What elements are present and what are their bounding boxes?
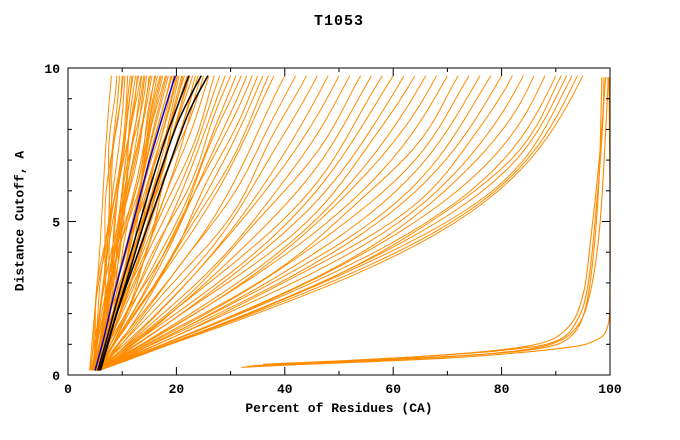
svg-text:100: 100 bbox=[598, 382, 622, 397]
chart-title: T1053 bbox=[313, 13, 364, 30]
svg-text:10: 10 bbox=[44, 62, 60, 77]
svg-text:0: 0 bbox=[52, 369, 60, 384]
svg-text:0: 0 bbox=[64, 382, 72, 397]
x-axis-label: Percent of Residues (CA) bbox=[245, 401, 433, 416]
svg-text:5: 5 bbox=[52, 216, 60, 231]
svg-text:40: 40 bbox=[277, 382, 293, 397]
y-axis-label: Distance Cutoff, A bbox=[12, 150, 28, 292]
svg-text:80: 80 bbox=[494, 382, 510, 397]
svg-text:60: 60 bbox=[385, 382, 401, 397]
svg-text:20: 20 bbox=[169, 382, 185, 397]
